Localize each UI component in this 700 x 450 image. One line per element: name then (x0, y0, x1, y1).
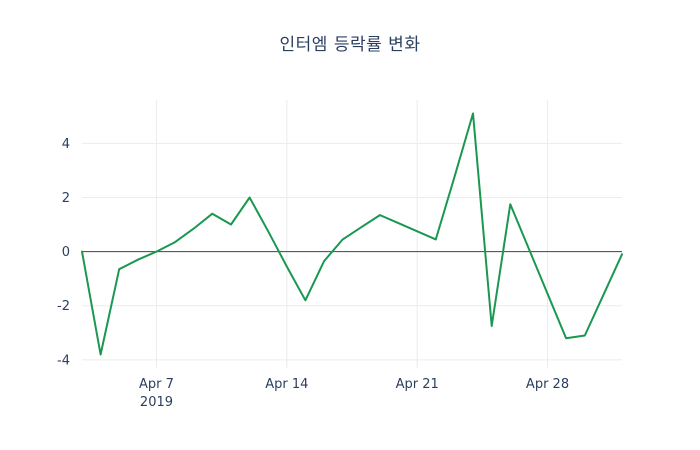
chart-title: 인터엠 등락률 변화 (279, 35, 421, 55)
series-line (81, 112, 623, 356)
x-tick-label: Apr 21 (396, 377, 439, 392)
y-tick-label: 0 (62, 245, 70, 260)
y-tick-label: -2 (57, 299, 70, 314)
x-tick-sublabel: 2019 (140, 395, 173, 410)
y-tick-label: 4 (62, 137, 70, 152)
x-tick-label: Apr 14 (265, 377, 308, 392)
x-tick-label: Apr 28 (526, 377, 569, 392)
y-tick-label: -4 (57, 353, 70, 368)
y-tick-label: 2 (62, 191, 70, 206)
x-tick-label: Apr 7 (139, 377, 174, 392)
